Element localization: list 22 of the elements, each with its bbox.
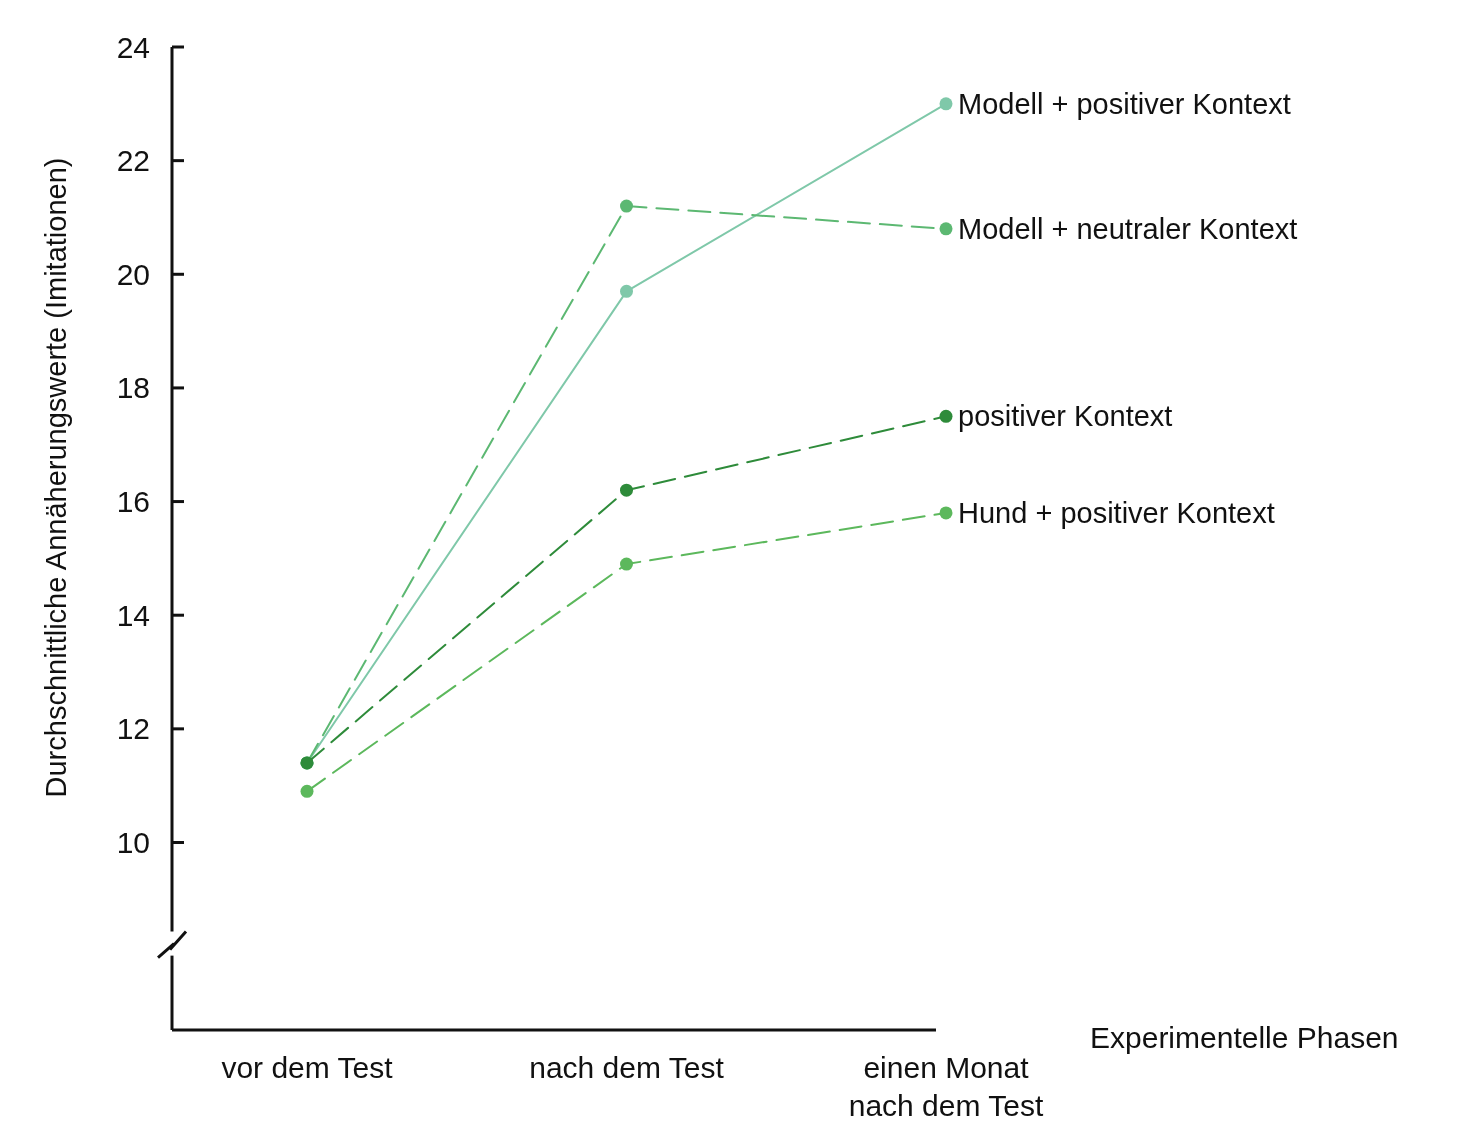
y-tick-label: 24: [116, 30, 150, 64]
x-axis-title: Experimentelle Phasen: [1090, 1021, 1399, 1054]
legend-label: Modell + neutraler Kontext: [958, 212, 1298, 245]
y-tick-label: 22: [116, 144, 150, 178]
y-tick-label: 18: [116, 371, 150, 405]
legend-label: Hund + positiver Kontext: [958, 497, 1275, 530]
point: [620, 284, 633, 298]
y-axis-title: Durchschnittliche Annäherungswerte (Imitationen): [40, 157, 72, 798]
point: [620, 199, 633, 213]
point: [620, 483, 633, 497]
y-tick-label: 10: [116, 825, 150, 859]
x-tick-label: nach dem Test: [529, 1051, 725, 1084]
x-tick-label: einen Monat nach dem Test: [848, 1051, 1044, 1122]
y-tick-label: 20: [116, 257, 150, 291]
point: [620, 557, 633, 571]
legend-label: positiver Kontext: [958, 400, 1173, 433]
x-tick-label: vor dem Test: [221, 1051, 394, 1084]
legend-label: Modell + positiver Kontext: [958, 87, 1291, 120]
point: [300, 784, 314, 798]
y-tick-label: 16: [116, 485, 150, 519]
y-tick-label: 14: [116, 598, 150, 632]
y-tick-label: 12: [116, 712, 150, 746]
